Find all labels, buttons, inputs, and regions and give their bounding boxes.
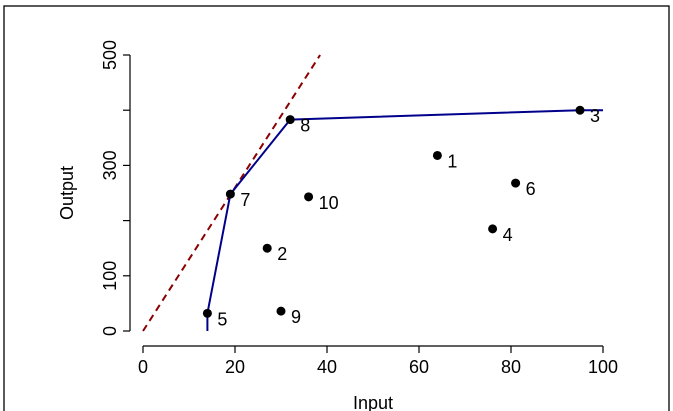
point-label: 9 <box>291 307 301 327</box>
x-tick-label: 0 <box>138 357 148 377</box>
reference-line <box>142 54 321 332</box>
point-label: 8 <box>300 116 310 136</box>
y-tick-label: 500 <box>100 40 120 70</box>
data-point <box>285 115 295 125</box>
data-point <box>225 189 235 199</box>
data-point <box>488 224 498 234</box>
point-label: 1 <box>447 151 457 171</box>
data-point <box>202 308 212 318</box>
y-tick-label: 100 <box>100 261 120 291</box>
point-label: 3 <box>590 106 600 126</box>
point-label: 2 <box>277 244 287 264</box>
x-tick-label: 20 <box>225 357 245 377</box>
point-label: 6 <box>526 179 536 199</box>
frontier-line <box>206 109 603 331</box>
point-label: 10 <box>319 193 339 213</box>
x-tick-label: 40 <box>317 357 337 377</box>
point-label: 4 <box>503 225 513 245</box>
point-label: 5 <box>217 309 227 329</box>
reference-line-group <box>142 54 321 332</box>
data-point <box>432 150 442 160</box>
x-tick-label: 80 <box>501 357 521 377</box>
frontier-group <box>206 109 603 331</box>
y-axis-label: Output <box>57 166 77 220</box>
x-axis-label: Input <box>353 393 393 411</box>
axes: 0 20 40 60 80 100 0 100 300 500 <box>100 40 618 377</box>
points-group: 1 2 3 4 5 6 7 8 9 10 <box>202 105 600 329</box>
x-tick-label: 60 <box>409 357 429 377</box>
y-tick-label: 300 <box>100 150 120 180</box>
data-point <box>304 192 314 202</box>
plot-frame <box>3 5 670 411</box>
data-point <box>276 306 286 316</box>
y-tick-label: 0 <box>100 326 120 336</box>
x-tick-label: 100 <box>588 357 618 377</box>
point-label: 7 <box>240 190 250 210</box>
data-point <box>511 178 521 188</box>
data-point <box>575 105 585 115</box>
data-point <box>262 243 272 253</box>
